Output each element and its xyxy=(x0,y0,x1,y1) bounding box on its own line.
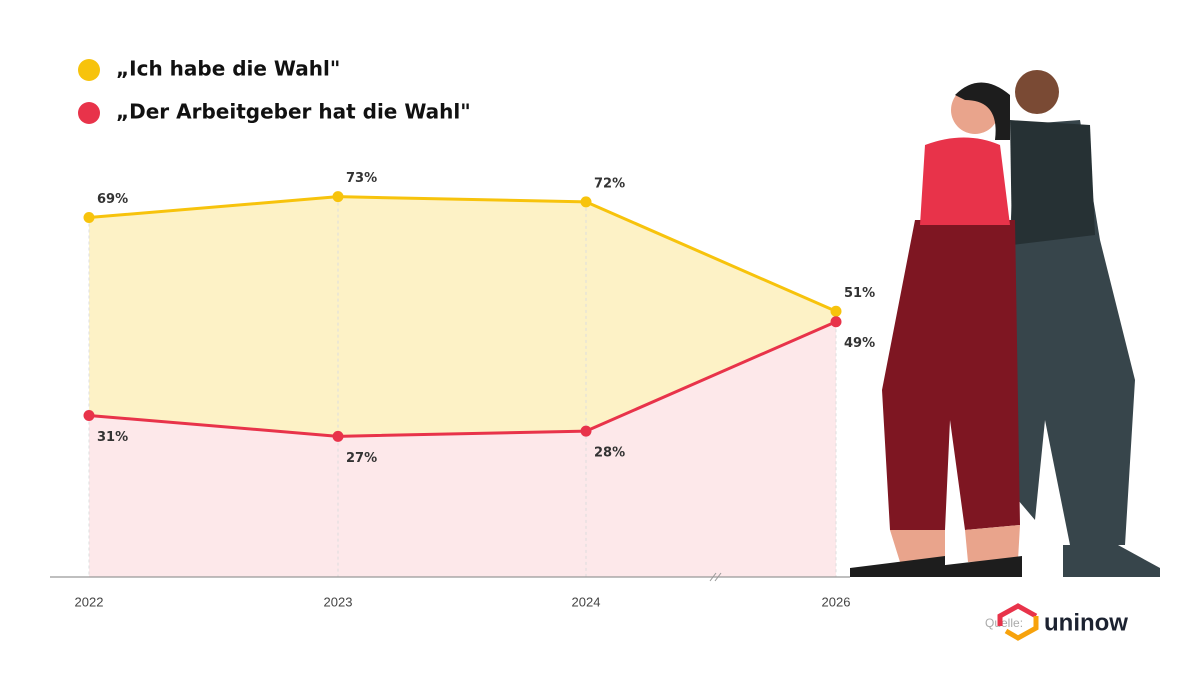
value-label: 69% xyxy=(97,192,128,207)
value-label: 72% xyxy=(594,176,625,191)
value-label: 73% xyxy=(346,171,377,186)
legend-label: „Ich habe die Wahl" xyxy=(116,57,340,81)
x-tick-label: 2026 xyxy=(822,594,851,609)
value-label: 28% xyxy=(594,446,625,461)
x-tick-label: 2022 xyxy=(75,594,104,609)
illustration xyxy=(850,70,1160,577)
source-label: Quelle: xyxy=(985,616,1023,630)
value-label: 27% xyxy=(346,451,377,466)
line xyxy=(88,195,837,313)
point xyxy=(830,316,842,328)
line xyxy=(88,320,837,438)
guides xyxy=(88,196,837,577)
marks: 69% 73% 72% 51% 31% 27% 28% 49% xyxy=(83,171,875,466)
axis-break xyxy=(709,572,722,582)
point xyxy=(580,425,592,437)
legend-marker xyxy=(78,102,100,124)
legend-marker xyxy=(78,59,100,81)
areas xyxy=(89,196,836,578)
x-tick-label: 2024 xyxy=(572,594,601,609)
point xyxy=(580,196,592,208)
legend-label: „Der Arbeitgeber hat die Wahl" xyxy=(116,100,471,124)
point xyxy=(332,430,344,442)
x-tick-label: 2023 xyxy=(324,594,353,609)
value-label: 31% xyxy=(97,430,128,445)
value-label: 49% xyxy=(844,336,875,351)
point xyxy=(332,191,344,203)
point xyxy=(83,409,95,421)
point xyxy=(83,212,95,224)
logo: uninow xyxy=(1044,609,1128,636)
point xyxy=(830,305,842,317)
logo-icon xyxy=(997,603,1039,641)
value-label: 51% xyxy=(844,286,875,301)
area xyxy=(89,321,836,577)
